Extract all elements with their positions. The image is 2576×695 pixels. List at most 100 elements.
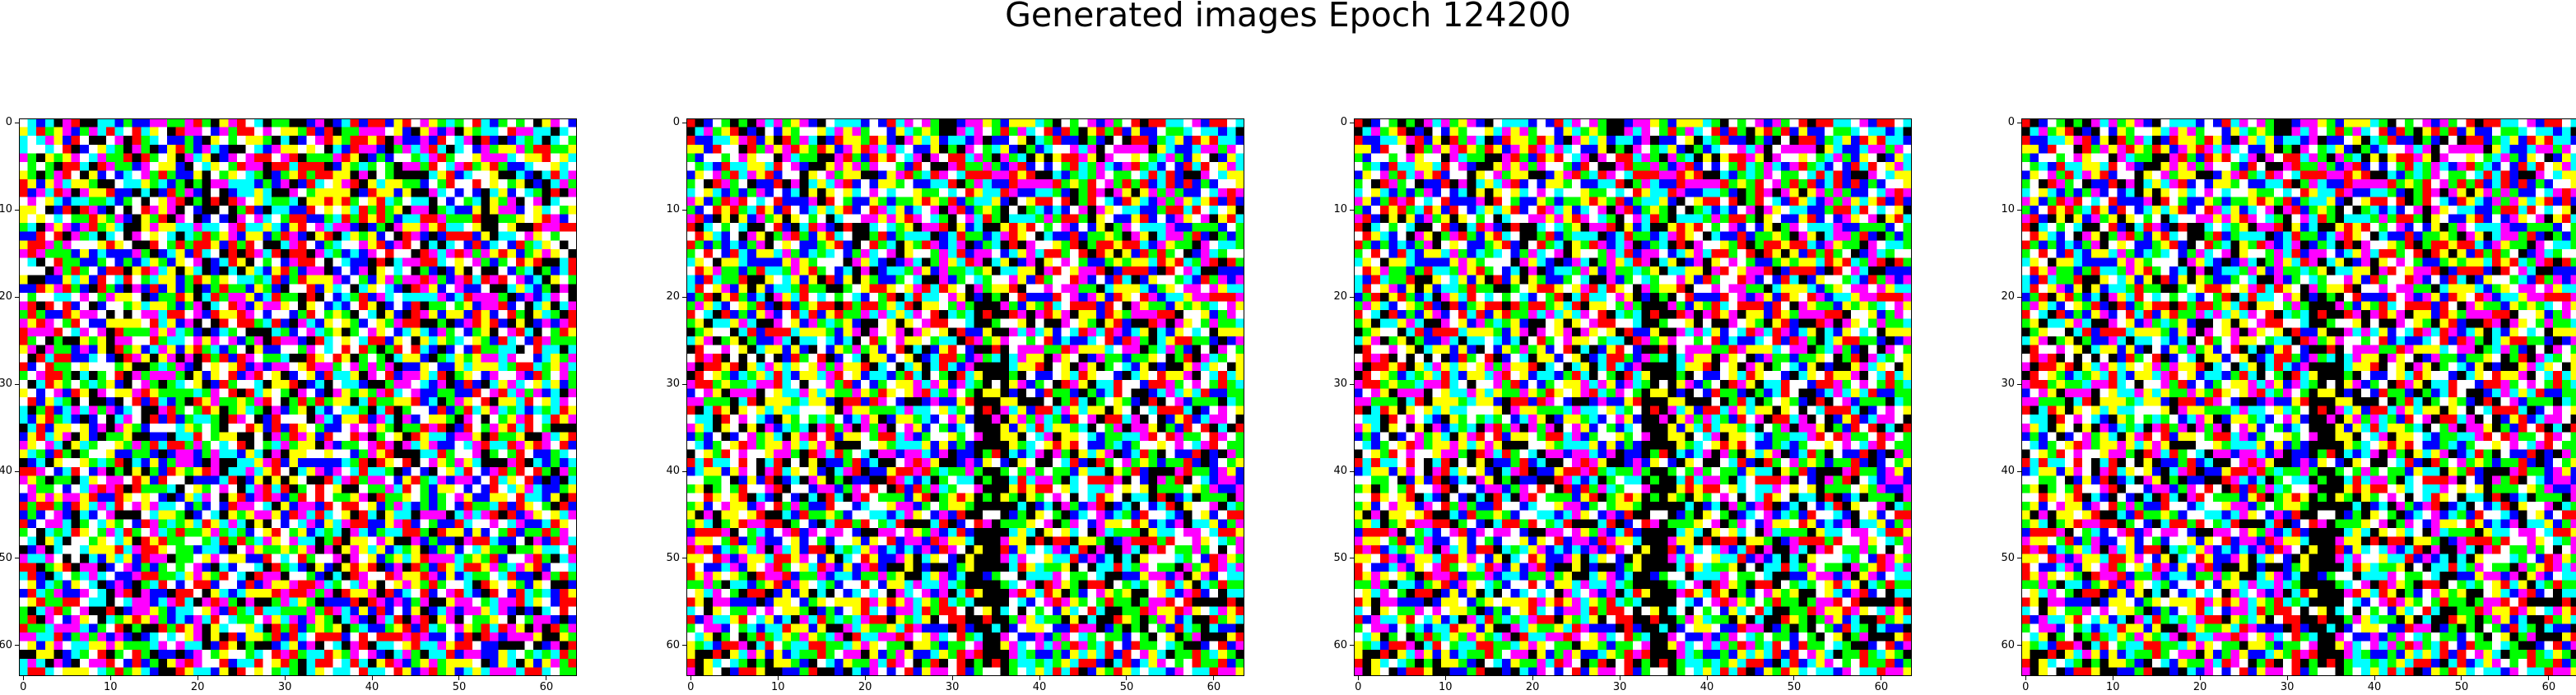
y-tick-label: 40: [1329, 466, 1347, 477]
x-tick-label: 10: [770, 682, 786, 693]
x-tick-mark: [2461, 676, 2462, 680]
y-tick-label: 50: [0, 553, 12, 564]
y-tick-label: 30: [0, 378, 12, 390]
x-tick-label: 40: [1031, 682, 1048, 693]
x-tick-label: 60: [1206, 682, 1222, 693]
y-tick-mark: [1350, 210, 1354, 211]
x-tick-mark: [778, 676, 779, 680]
y-tick-label: 20: [1997, 291, 2015, 303]
y-tick-label: 50: [1997, 553, 2015, 564]
x-tick-label: 10: [1437, 682, 1453, 693]
y-tick-label: 60: [1997, 640, 2015, 651]
x-tick-label: 60: [1873, 682, 1890, 693]
y-tick-label: 10: [662, 204, 680, 215]
x-tick-mark: [458, 676, 459, 680]
y-tick-mark: [2017, 384, 2021, 385]
x-tick-label: 30: [944, 682, 960, 693]
x-tick-label: 10: [102, 682, 119, 693]
x-tick-label: 50: [2453, 682, 2470, 693]
x-tick-mark: [1445, 676, 1446, 680]
y-tick-mark: [682, 471, 686, 472]
x-tick-label: 60: [2541, 682, 2557, 693]
y-tick-label: 0: [1329, 117, 1347, 128]
y-tick-mark: [682, 645, 686, 646]
y-tick-mark: [2017, 471, 2021, 472]
x-tick-mark: [285, 676, 286, 680]
y-tick-label: 30: [1997, 378, 2015, 390]
y-tick-label: 10: [1997, 204, 2015, 215]
x-tick-label: 60: [538, 682, 555, 693]
y-tick-mark: [682, 384, 686, 385]
x-tick-label: 20: [857, 682, 873, 693]
y-tick-mark: [15, 384, 19, 385]
y-tick-label: 0: [1997, 117, 2015, 128]
y-tick-label: 50: [662, 553, 680, 564]
x-tick-label: 40: [2366, 682, 2383, 693]
y-tick-label: 0: [0, 117, 12, 128]
x-tick-mark: [2200, 676, 2201, 680]
image-panel-2: 0 10 20 30 40 50 60 0 10 20 30 40 50 60: [686, 118, 1244, 676]
y-tick-label: 60: [0, 640, 12, 651]
generated-image: [19, 118, 577, 676]
y-tick-label: 40: [1997, 466, 2015, 477]
y-tick-label: 60: [1329, 640, 1347, 651]
x-tick-label: 20: [2192, 682, 2208, 693]
x-tick-label: 0: [1350, 682, 1366, 693]
x-tick-mark: [2287, 676, 2288, 680]
x-tick-label: 40: [364, 682, 380, 693]
image-panel-1: 0 10 20 30 40 50 60 0 10 20 30 40 50 60: [19, 118, 577, 676]
y-tick-label: 30: [1329, 378, 1347, 390]
y-tick-label: 50: [1329, 553, 1347, 564]
y-tick-label: 0: [662, 117, 680, 128]
y-tick-mark: [682, 210, 686, 211]
x-tick-mark: [2025, 676, 2026, 680]
x-tick-label: 30: [1611, 682, 1628, 693]
y-tick-mark: [15, 210, 19, 211]
y-tick-label: 40: [662, 466, 680, 477]
y-tick-mark: [1350, 384, 1354, 385]
x-tick-label: 30: [277, 682, 293, 693]
y-tick-mark: [2017, 210, 2021, 211]
x-tick-label: 10: [2104, 682, 2121, 693]
y-tick-mark: [15, 297, 19, 298]
y-tick-label: 20: [662, 291, 680, 303]
x-tick-label: 50: [1118, 682, 1135, 693]
x-tick-mark: [1213, 676, 1214, 680]
x-tick-label: 0: [682, 682, 699, 693]
y-tick-mark: [1350, 297, 1354, 298]
y-tick-mark: [1350, 645, 1354, 646]
x-tick-mark: [1532, 676, 1533, 680]
y-tick-label: 30: [662, 378, 680, 390]
x-tick-mark: [1126, 676, 1127, 680]
x-tick-mark: [952, 676, 953, 680]
y-tick-label: 60: [662, 640, 680, 651]
x-tick-label: 50: [451, 682, 467, 693]
generated-image: [1354, 118, 1912, 676]
x-tick-label: 0: [2017, 682, 2034, 693]
y-tick-mark: [682, 297, 686, 298]
y-tick-label: 10: [0, 204, 12, 215]
y-tick-mark: [2017, 297, 2021, 298]
y-tick-label: 20: [0, 291, 12, 303]
x-tick-label: 0: [15, 682, 31, 693]
x-tick-mark: [1358, 676, 1359, 680]
y-tick-label: 20: [1329, 291, 1347, 303]
x-tick-label: 40: [1699, 682, 1715, 693]
x-tick-mark: [2374, 676, 2375, 680]
x-tick-mark: [690, 676, 691, 680]
x-tick-label: 30: [2279, 682, 2295, 693]
figure-title: Generated images Epoch 124200: [0, 0, 2576, 30]
y-tick-mark: [15, 471, 19, 472]
y-tick-label: 10: [1329, 204, 1347, 215]
y-tick-mark: [2017, 645, 2021, 646]
x-tick-mark: [372, 676, 373, 680]
image-panel-3: 0 10 20 30 40 50 60 0 10 20 30 40 50 60: [1354, 118, 1912, 676]
y-tick-mark: [15, 645, 19, 646]
x-tick-mark: [1793, 676, 1794, 680]
x-tick-mark: [1039, 676, 1040, 680]
x-tick-mark: [1707, 676, 1708, 680]
x-tick-mark: [2548, 676, 2549, 680]
x-tick-label: 20: [189, 682, 206, 693]
generated-image: [686, 118, 1244, 676]
x-tick-label: 50: [1786, 682, 1802, 693]
